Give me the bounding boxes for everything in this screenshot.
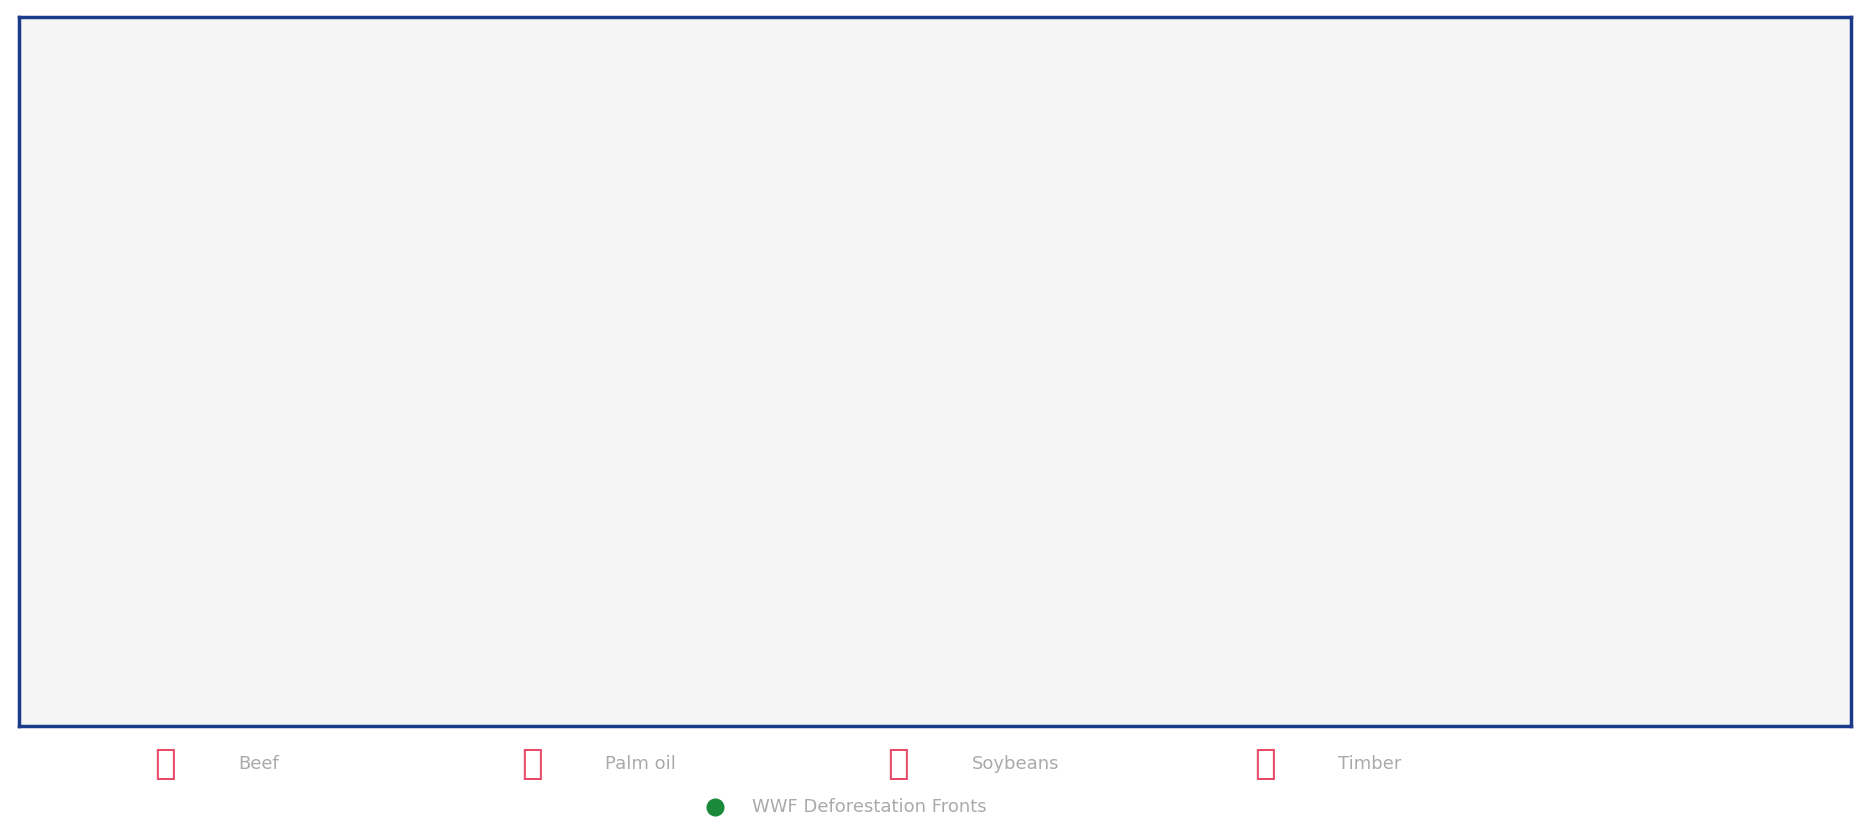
Text: WWF Deforestation Fronts: WWF Deforestation Fronts bbox=[752, 798, 985, 816]
Text: 🐄: 🐄 bbox=[155, 747, 176, 780]
Text: Beef: Beef bbox=[239, 755, 279, 773]
Text: 🫘: 🫘 bbox=[888, 747, 909, 780]
Text: 🪵: 🪵 bbox=[1255, 747, 1275, 780]
Text: Palm oil: Palm oil bbox=[606, 755, 677, 773]
Text: Timber: Timber bbox=[1339, 755, 1401, 773]
Text: 🌴: 🌴 bbox=[522, 747, 542, 780]
Text: Soybeans: Soybeans bbox=[972, 755, 1058, 773]
